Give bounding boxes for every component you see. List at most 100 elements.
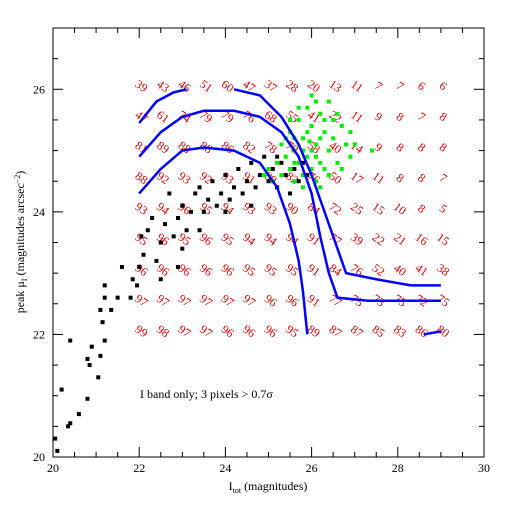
contour-line bbox=[138, 146, 309, 335]
grid-label: 91 bbox=[305, 291, 323, 309]
y-tick-label: 24 bbox=[33, 205, 45, 219]
point bbox=[188, 209, 193, 214]
point bbox=[283, 173, 288, 178]
grid-label: 95 bbox=[176, 230, 194, 248]
grid-label: 7 bbox=[372, 79, 385, 94]
point bbox=[85, 356, 90, 361]
grid-label: 95 bbox=[283, 322, 301, 340]
point bbox=[318, 111, 323, 116]
grid-label: 96 bbox=[176, 199, 194, 217]
grid-label: 10 bbox=[391, 199, 409, 217]
point bbox=[331, 136, 336, 141]
grid-label: 8 bbox=[394, 140, 407, 155]
point bbox=[85, 396, 90, 401]
point bbox=[296, 105, 301, 110]
y-tick-label: 22 bbox=[33, 327, 45, 341]
x-tick-label: 20 bbox=[47, 461, 59, 475]
contour-line bbox=[233, 88, 441, 287]
grid-label: 39 bbox=[133, 77, 151, 95]
grid-label: 50 bbox=[327, 169, 345, 187]
point bbox=[313, 154, 318, 159]
grid-label: 97 bbox=[197, 322, 215, 340]
grid-label: 15 bbox=[434, 230, 452, 248]
grid-label: 11 bbox=[370, 169, 388, 187]
grid-label: 91 bbox=[240, 169, 258, 187]
point bbox=[309, 166, 314, 171]
point bbox=[96, 375, 101, 380]
grid-label: 97 bbox=[197, 291, 215, 309]
grid-label: 9 bbox=[372, 140, 385, 155]
grid-label: 41 bbox=[305, 107, 323, 125]
grid-label: 96 bbox=[219, 322, 237, 340]
grid-label: 60 bbox=[219, 77, 237, 95]
point bbox=[322, 166, 327, 171]
grid-label: 96 bbox=[133, 261, 151, 279]
point bbox=[305, 154, 310, 159]
grid-label: 96 bbox=[197, 261, 215, 279]
grid-label: 6 bbox=[437, 79, 450, 94]
grid-label: 68 bbox=[262, 107, 280, 125]
grid-label: 96 bbox=[283, 291, 301, 309]
grid-label: 97 bbox=[240, 291, 258, 309]
x-axis-label: Itot (magnitudes) bbox=[229, 479, 308, 495]
x-tick-label: 26 bbox=[306, 461, 318, 475]
grid-label: 7 bbox=[394, 79, 407, 94]
point bbox=[313, 99, 318, 104]
grid-label: 51 bbox=[197, 77, 215, 95]
point bbox=[76, 412, 81, 417]
point bbox=[115, 295, 120, 300]
grid-label: 52 bbox=[370, 261, 388, 279]
grid-label: 86 bbox=[413, 322, 431, 340]
point bbox=[309, 148, 314, 153]
grid-label: 93 bbox=[176, 169, 194, 187]
point bbox=[300, 185, 305, 190]
point bbox=[214, 203, 219, 208]
point bbox=[130, 277, 135, 282]
point bbox=[68, 421, 73, 426]
point bbox=[318, 185, 323, 190]
point bbox=[339, 124, 344, 129]
point bbox=[59, 387, 64, 392]
grid-label: 37 bbox=[262, 77, 280, 95]
grid-label: 97 bbox=[133, 291, 151, 309]
point bbox=[296, 117, 301, 122]
point bbox=[244, 179, 249, 184]
x-tick-label: 28 bbox=[392, 461, 404, 475]
point bbox=[135, 283, 140, 288]
point bbox=[279, 142, 284, 147]
point bbox=[279, 173, 284, 178]
grid-label: 8 bbox=[415, 140, 428, 155]
grid-label: 47 bbox=[133, 107, 151, 125]
point bbox=[249, 160, 254, 165]
point bbox=[296, 160, 301, 165]
point bbox=[275, 154, 280, 159]
point bbox=[288, 166, 293, 171]
grid-label: 96 bbox=[262, 291, 280, 309]
point bbox=[326, 99, 331, 104]
point bbox=[197, 185, 202, 190]
grid-label: 83 bbox=[391, 322, 409, 340]
grid-label: 93 bbox=[133, 199, 151, 217]
contour-line bbox=[138, 109, 441, 302]
grid-label: 8 bbox=[394, 109, 407, 124]
point bbox=[339, 166, 344, 171]
x-tick-label: 22 bbox=[133, 461, 145, 475]
grid-label: 95 bbox=[262, 261, 280, 279]
grid-label: 17 bbox=[348, 169, 366, 187]
grid-label: 94 bbox=[154, 199, 172, 217]
point bbox=[180, 246, 185, 251]
point bbox=[68, 338, 73, 343]
point bbox=[53, 436, 58, 441]
grid-label: 87 bbox=[348, 322, 366, 340]
point bbox=[201, 209, 206, 214]
grid-label: 82 bbox=[283, 169, 301, 187]
grid-label: 8 bbox=[437, 109, 450, 124]
grid-label: 95 bbox=[133, 230, 151, 248]
point bbox=[300, 148, 305, 153]
grid-label: 93 bbox=[219, 169, 237, 187]
point bbox=[227, 197, 232, 202]
point bbox=[109, 307, 114, 312]
grid-label: 16 bbox=[413, 230, 431, 248]
point bbox=[352, 142, 357, 147]
point bbox=[296, 179, 301, 184]
